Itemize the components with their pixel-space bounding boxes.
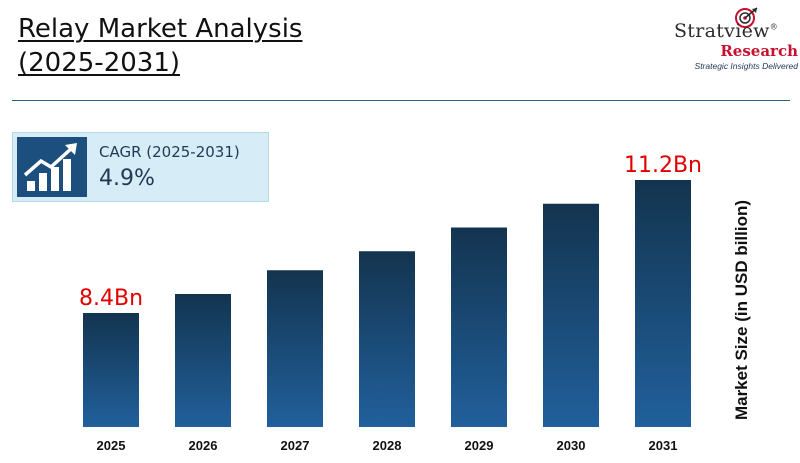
bar-2031 bbox=[635, 180, 691, 427]
header-divider bbox=[12, 100, 790, 101]
data-label-2025: 8.4Bn bbox=[79, 286, 143, 311]
x-tick-label-2029: 2029 bbox=[465, 438, 494, 453]
page-title-period: (2025-2031) bbox=[18, 48, 181, 78]
bar-2026 bbox=[175, 294, 231, 427]
cagr-value: 4.9% bbox=[99, 166, 155, 191]
bar-2028 bbox=[359, 251, 415, 427]
growth-chart-icon bbox=[17, 137, 87, 197]
bars-group bbox=[83, 180, 691, 427]
title-block: Relay Market Analysis (2025-2031) bbox=[18, 12, 438, 80]
x-tick-label-2026: 2026 bbox=[189, 438, 218, 453]
page-title: Relay Market Analysis bbox=[18, 14, 303, 44]
logo-research: Research bbox=[720, 42, 798, 60]
bar-2030 bbox=[543, 203, 599, 427]
bar-2025 bbox=[83, 313, 139, 427]
data-labels: 8.4Bn 11.2Bn bbox=[79, 153, 702, 311]
data-label-2031: 11.2Bn bbox=[624, 153, 702, 178]
bar-2029 bbox=[451, 227, 507, 427]
logo-brand: Stratview® bbox=[673, 20, 778, 42]
x-tick-label-2028: 2028 bbox=[373, 438, 402, 453]
cagr-box: CAGR (2025-2031) 4.9% bbox=[12, 132, 269, 202]
logo-tagline: Strategic Insights Delivered bbox=[694, 61, 798, 71]
bar-2027 bbox=[267, 270, 323, 427]
x-axis-ticks: 2025 2026 2027 2028 2029 2030 2031 bbox=[97, 438, 678, 453]
x-tick-label-2030: 2030 bbox=[557, 438, 586, 453]
target-arrow-icon bbox=[735, 7, 758, 28]
x-tick-label-2031: 2031 bbox=[649, 438, 678, 453]
x-tick-label-2027: 2027 bbox=[281, 438, 310, 453]
cagr-label: CAGR (2025-2031) bbox=[99, 143, 240, 161]
x-tick-label-2025: 2025 bbox=[97, 438, 126, 453]
company-logo: Stratview® Research Strategic Insights D… bbox=[640, 6, 800, 71]
